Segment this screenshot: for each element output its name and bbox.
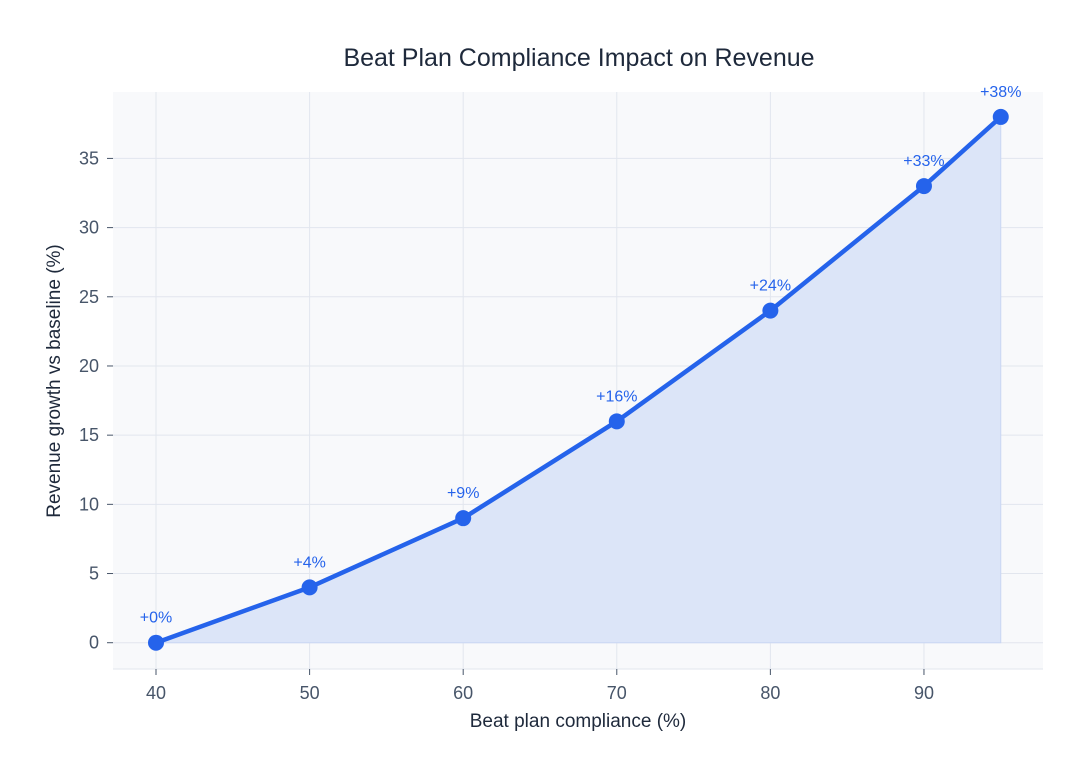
- y-tick-label: 0: [89, 633, 99, 653]
- data-label: +24%: [750, 278, 791, 295]
- x-axis-label: Beat plan compliance (%): [470, 711, 687, 732]
- x-tick-label: 40: [146, 683, 166, 703]
- x-axis-ticks: 40 50 60 70 80 90: [146, 669, 934, 703]
- y-axis-label: Revenue growth vs baseline (%): [44, 244, 65, 518]
- data-label: +0%: [140, 610, 172, 627]
- x-tick-label: 90: [914, 683, 934, 703]
- y-tick-label: 15: [79, 425, 99, 445]
- x-tick-label: 80: [760, 683, 780, 703]
- data-point: [992, 108, 1009, 125]
- x-tick-label: 70: [607, 683, 627, 703]
- y-axis-ticks: 0 5 10 15 20 25 30 35: [79, 148, 113, 653]
- data-label: +16%: [596, 388, 637, 405]
- y-tick-label: 25: [79, 287, 99, 307]
- x-tick-label: 60: [453, 683, 473, 703]
- y-tick-label: 5: [89, 564, 99, 584]
- data-points: +0% +4% +9% +16% +24% +33% +38%: [140, 84, 1021, 651]
- y-tick-label: 30: [79, 218, 99, 238]
- data-label: +33%: [903, 153, 944, 170]
- data-label: +9%: [447, 485, 479, 502]
- x-tick-label: 50: [300, 683, 320, 703]
- y-tick-label: 20: [79, 356, 99, 376]
- y-tick-label: 10: [79, 494, 99, 514]
- chart-title: Beat Plan Compliance Impact on Revenue: [343, 44, 814, 72]
- data-point: [762, 302, 779, 319]
- data-label: +38%: [980, 84, 1021, 101]
- data-point: [608, 413, 625, 430]
- data-point: [148, 634, 165, 651]
- data-point: [301, 579, 318, 596]
- data-label: +4%: [293, 554, 325, 571]
- y-tick-label: 35: [79, 148, 99, 168]
- data-point: [915, 178, 932, 195]
- data-point: [455, 510, 472, 527]
